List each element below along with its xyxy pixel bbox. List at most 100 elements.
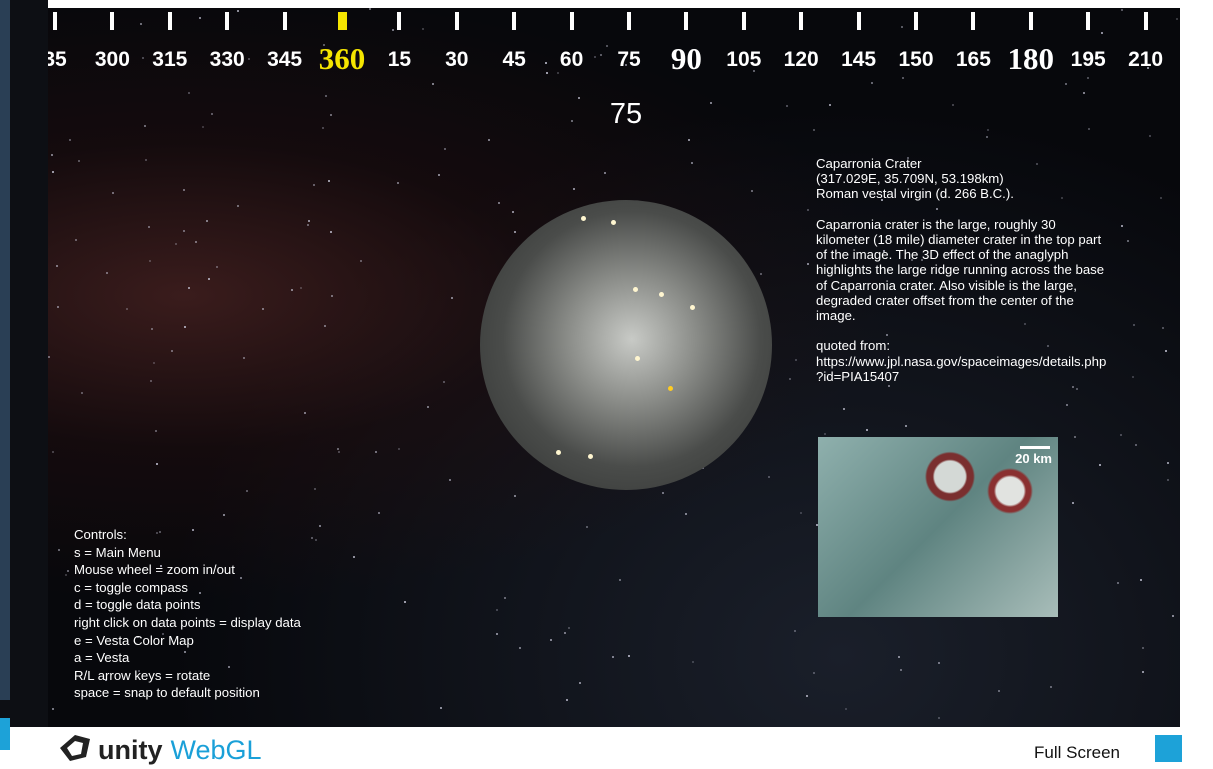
fullscreen-label[interactable]: Full Screen: [1034, 743, 1120, 763]
star: [1160, 197, 1162, 199]
star: [938, 717, 940, 719]
compass-tick: [742, 12, 746, 30]
star: [195, 241, 197, 243]
data-point[interactable]: [668, 386, 673, 391]
star: [512, 211, 514, 213]
webgl-canvas[interactable]: 75 Caparronia Crater(317.029E, 35.709N, …: [48, 8, 1180, 727]
star: [496, 609, 498, 611]
compass-label: 15: [388, 48, 411, 72]
compass-tick: [53, 12, 57, 30]
star: [546, 72, 548, 74]
star: [786, 105, 788, 107]
star: [397, 182, 399, 184]
star: [188, 287, 190, 289]
data-point[interactable]: [588, 454, 593, 459]
star: [392, 29, 394, 31]
star: [824, 433, 826, 435]
star: [331, 295, 333, 297]
star: [998, 690, 1000, 692]
star: [378, 512, 380, 514]
data-point[interactable]: [659, 292, 664, 297]
star: [1167, 462, 1169, 464]
star: [314, 488, 316, 490]
data-point[interactable]: [635, 356, 640, 361]
info-line: degraded crater offset from the center o…: [816, 293, 1106, 308]
fullscreen-button[interactable]: [1155, 735, 1182, 762]
info-line: ?id=PIA15407: [816, 369, 1106, 384]
star: [901, 26, 903, 28]
star: [800, 512, 802, 514]
star: [319, 525, 321, 527]
info-line: quoted from:: [816, 338, 1106, 353]
star: [202, 126, 204, 128]
star: [307, 224, 309, 226]
star: [449, 479, 451, 481]
star: [688, 139, 690, 141]
star: [594, 56, 596, 58]
star: [1142, 647, 1144, 649]
compass-label: 300: [95, 48, 130, 72]
star: [1072, 386, 1074, 388]
star: [369, 8, 371, 10]
star: [604, 172, 606, 174]
star: [888, 385, 890, 387]
compass-tick: [684, 12, 688, 30]
control-line: R/L arrow keys = rotate: [74, 667, 301, 685]
star: [1083, 92, 1085, 94]
star: [106, 272, 108, 274]
star: [813, 672, 815, 674]
star: [440, 707, 442, 709]
heading-readout: 75: [610, 98, 642, 131]
star: [304, 412, 306, 414]
compass-tick: [225, 12, 229, 30]
compass-label: 145: [841, 48, 876, 72]
star: [451, 297, 453, 299]
vesta-asteroid[interactable]: [480, 200, 772, 490]
star: [871, 82, 873, 84]
unity-logo: unityWebGL: [58, 733, 262, 766]
star: [325, 95, 327, 97]
star: [514, 495, 516, 497]
star: [986, 136, 988, 138]
scale-bar: [1020, 446, 1050, 449]
star: [183, 230, 185, 232]
star: [866, 429, 868, 431]
star: [807, 263, 809, 265]
star: [1172, 615, 1174, 617]
star: [628, 655, 630, 657]
data-point[interactable]: [633, 287, 638, 292]
data-point[interactable]: [556, 450, 561, 455]
compass-label: 180: [1008, 41, 1055, 77]
star: [662, 492, 664, 494]
star: [1074, 436, 1076, 438]
star: [144, 125, 146, 127]
star: [1121, 225, 1123, 227]
info-line: kilometer (18 mile) diameter crater in t…: [816, 232, 1106, 247]
star: [184, 326, 186, 328]
data-point[interactable]: [690, 305, 695, 310]
data-point[interactable]: [611, 220, 616, 225]
compass-label: 30: [445, 48, 468, 72]
star: [148, 226, 150, 228]
star: [545, 62, 547, 64]
star: [794, 630, 796, 632]
star: [1120, 434, 1122, 436]
data-point[interactable]: [581, 216, 586, 221]
star: [685, 513, 687, 515]
star: [1066, 404, 1068, 406]
product-text: WebGL: [171, 735, 262, 765]
crater-info: Caparronia Crater(317.029E, 35.709N, 53.…: [816, 156, 1106, 384]
star: [1050, 686, 1052, 688]
star: [375, 451, 377, 453]
star: [768, 476, 770, 478]
control-line: Controls:: [74, 526, 301, 544]
star: [568, 627, 570, 629]
star: [153, 362, 155, 364]
star: [145, 159, 147, 161]
star: [606, 45, 608, 47]
info-line: image.: [816, 308, 1106, 323]
star: [1101, 32, 1103, 34]
star: [843, 408, 845, 410]
star: [262, 308, 264, 310]
